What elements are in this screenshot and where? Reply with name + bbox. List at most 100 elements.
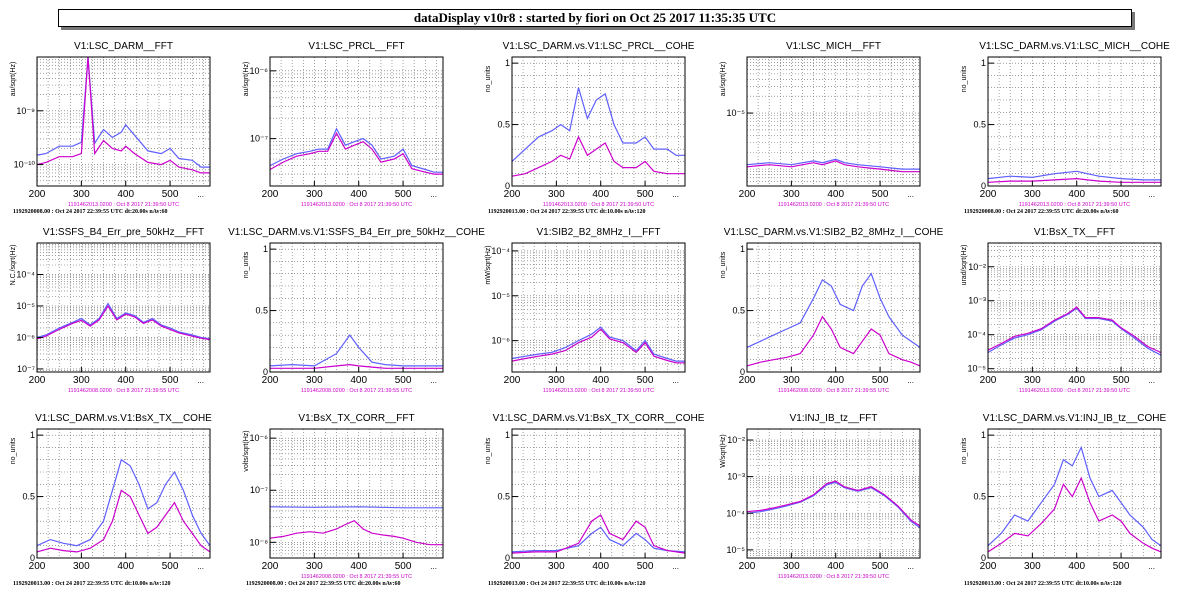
y-axis-label: mW/sqrt(Hz) (485, 245, 492, 284)
display-title-banner: dataDisplay v10r8 : started by fiori on … (58, 9, 1132, 27)
x-tick-label: 400 (350, 561, 367, 572)
chart-footer: 1192920013.00 : Oct 24 2017 22:39:55 UTC… (13, 581, 171, 587)
series-line-a (269, 334, 443, 367)
x-tick-label: 400 (350, 189, 367, 200)
x-tick-label: 300 (1024, 561, 1041, 572)
chart-panel: 200 300 400 500 10⁻⁶ 10⁻⁵ 10⁻⁴ V1:SIB2_B2_8MHz_… (485, 227, 686, 394)
x-tick-label: 400 (827, 561, 844, 572)
chart-footer: 1192920008.00 : Oct 24 2017 22:39:55 UTC… (964, 209, 1119, 215)
x-tick-label: 400 (1068, 375, 1085, 386)
plot-frame (511, 428, 686, 559)
x-tick-label: 500 (162, 375, 179, 386)
series-line-a (511, 526, 686, 553)
series-line-b (270, 363, 443, 369)
y-tick-label: 10⁻⁹ (16, 106, 35, 116)
x-axis-ellipsis: ... (197, 562, 204, 571)
x-axis-ellipsis: ... (1148, 376, 1155, 385)
chart-panel: 200 300 400 500 10⁻⁵ 10⁻⁴ 10⁻³ 10⁻² V1:INJ_IB_tz… (720, 413, 921, 580)
y-tick-label: 0 (263, 367, 268, 377)
y-tick-label: 0.5 (973, 120, 986, 130)
x-tick-label: 400 (117, 561, 134, 572)
x-axis-ellipsis: ... (430, 376, 437, 385)
gps-stamp: 1191462013.0200 : Oct 8 2017 21:39:50 UT… (778, 202, 889, 208)
plot-frame (746, 242, 921, 373)
x-tick-label: 300 (783, 561, 800, 572)
y-tick-label: 1 (30, 430, 35, 440)
y-tick-label: 10⁻⁷ (17, 364, 35, 374)
y-axis-label: no_units (961, 437, 968, 464)
x-axis-ellipsis: ... (1148, 190, 1155, 199)
series-line-b (746, 480, 921, 527)
chart-panel: 200 300 400 500 0 0.5 1 V1:LSC_DARM.vs.V1:SIB2_… (720, 227, 944, 394)
y-tick-label: 0.5 (497, 120, 510, 130)
x-tick-label: 200 (29, 375, 46, 386)
x-tick-label: 500 (395, 561, 412, 572)
plot-frame (36, 242, 211, 373)
x-tick-label: 300 (783, 189, 800, 200)
y-tick-label: 10⁻⁵ (492, 291, 511, 301)
chart-title: V1:LSC_DARM.vs.V1:LSC_PRCL__COHE (503, 41, 695, 52)
x-tick-label: 300 (1024, 375, 1041, 386)
x-tick-label: 400 (350, 375, 367, 386)
chart-footer: 1192920008.00 : Oct 24 2017 22:39:55 UTC… (13, 209, 168, 215)
y-tick-label: 10⁻⁴ (491, 246, 510, 256)
y-tick-label: 10⁻⁷ (250, 134, 268, 144)
x-axis-ellipsis: ... (430, 562, 437, 571)
gps-stamp: 1191462008.0200 : Oct 8 2017 21:39:55 UT… (301, 388, 412, 394)
y-tick-label: 10⁻⁶ (17, 332, 36, 342)
series-line-a (746, 158, 920, 170)
x-tick-label: 400 (1068, 189, 1085, 200)
chart-panel: 200 300 400 500 0 0.5 1 V1:LSC_DARM.vs.V1:SSFS_… (228, 227, 485, 394)
y-tick-label: 10⁻⁵ (968, 364, 987, 374)
x-tick-label: 300 (548, 189, 565, 200)
series-line-a (269, 506, 443, 509)
chart-title: V1:LSC_DARM.vs.V1:INJ_IB_tz__COHE (983, 413, 1167, 424)
x-tick-label: 300 (783, 375, 800, 386)
series-line-b (511, 514, 686, 554)
plot-frame (987, 56, 1162, 187)
y-tick-label: 0.5 (255, 306, 268, 316)
display-title: dataDisplay v10r8 : started by fiori on … (413, 10, 777, 25)
x-tick-label: 400 (592, 375, 609, 386)
gps-stamp: 1191462013.0200 : Oct 8 2017 21:39:50 UT… (301, 202, 412, 208)
y-tick-label: 1 (505, 430, 510, 440)
chart-title: V1:LSC_MICH__FFT (786, 41, 881, 52)
y-tick-label: 0 (505, 181, 510, 191)
gps-stamp: 1191462013.0200 : Oct 8 2017 21:39:50 UT… (1019, 388, 1130, 394)
x-axis-ellipsis: ... (197, 190, 204, 199)
series-line-a (511, 326, 685, 362)
series-line-b (36, 489, 211, 553)
x-tick-label: 300 (306, 375, 323, 386)
x-tick-label: 200 (980, 561, 997, 572)
chart-panel: 200 300 400 500 0 0.5 1 V1:LSC_DARM.vs.V1:BsX_T… (485, 413, 705, 587)
y-tick-label: 10⁻¹⁰ (14, 160, 36, 170)
y-tick-label: 0 (740, 367, 745, 377)
y-tick-label: 10⁻⁴ (16, 269, 35, 279)
x-tick-label: 200 (504, 189, 521, 200)
x-axis-ellipsis: ... (907, 562, 914, 571)
chart-panel: 200 300 400 500 0 0.5 1 V1:LSC_DARM.vs.V1:LSC_M… (961, 41, 1170, 215)
plot-frame (746, 428, 921, 559)
chart-title: V1:BsX_TX_CORR__FFT (298, 413, 414, 424)
series-line-b (746, 315, 921, 367)
chart-footer: 1192920013.00 : Oct 24 2017 22:39:55 UTC… (964, 581, 1122, 587)
x-tick-label: 400 (592, 189, 609, 200)
plot-frame (511, 242, 686, 373)
x-tick-label: 500 (162, 561, 179, 572)
series-line-b (36, 56, 210, 174)
x-tick-label: 500 (872, 561, 889, 572)
x-tick-label: 300 (548, 561, 565, 572)
x-tick-label: 500 (872, 189, 889, 200)
x-axis-ellipsis: ... (1148, 562, 1155, 571)
chart-footer: 1192920013.00 : Oct 24 2017 22:39:55 UTC… (488, 209, 646, 215)
chart-title: V1:LSC_PRCL__FFT (308, 41, 404, 52)
chart-title: V1:SIB2_B2_8MHz_I__FFT (537, 227, 661, 238)
series-line-b (269, 519, 443, 546)
chart-title: V1:LSC_DARM.vs.V1:LSC_MICH__COHE (979, 41, 1170, 52)
y-axis-label: no_units (961, 65, 968, 92)
x-tick-label: 200 (262, 561, 279, 572)
chart-panel: 200 300 400 500 10⁻⁵ 10⁻⁴ 10⁻³ 10⁻² V1:BsX_TX__F… (961, 227, 1162, 394)
y-tick-label: 10⁻² (968, 262, 986, 272)
chart-title: V1:LSC_DARM.vs.V1:BsX_TX_CORR__COHE (493, 413, 705, 424)
